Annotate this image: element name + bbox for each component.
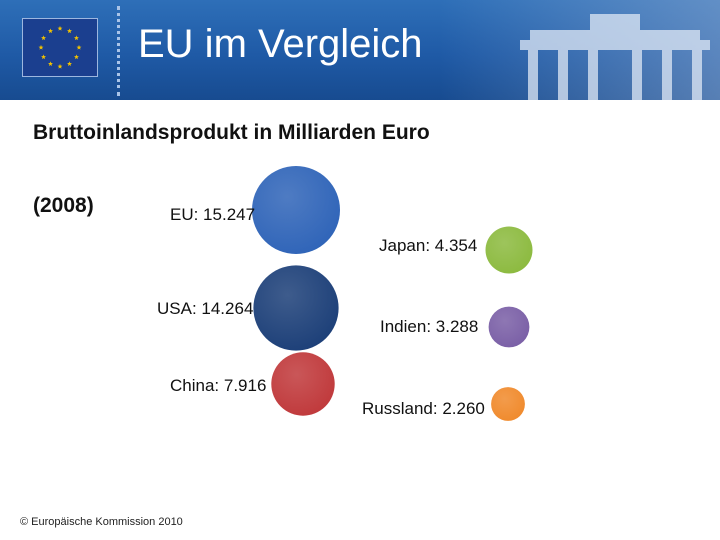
footer-copyright: © Europäische Kommission 2010 xyxy=(20,516,183,528)
header-separator xyxy=(117,6,120,96)
eu-flag-star xyxy=(48,28,53,34)
bubble-label-japan: Japan: 4.354 xyxy=(379,236,477,255)
eu-flag-star xyxy=(76,44,82,50)
eu-flag-star xyxy=(38,44,44,50)
bubble-label-eu: EU: 15.247 xyxy=(170,205,255,224)
eu-flag-star xyxy=(73,54,79,60)
bubble-label-indien: Indien: 3.288 xyxy=(380,317,478,336)
bubble-usa xyxy=(253,265,339,351)
bubble-russland xyxy=(491,387,525,421)
bubble-china xyxy=(271,352,335,416)
bubble-indien xyxy=(488,306,530,348)
eu-flag-star xyxy=(41,35,47,41)
chart-subtitle: (2008) xyxy=(33,194,94,217)
eu-flag-star xyxy=(57,63,63,69)
eu-flag-star xyxy=(57,25,63,31)
bubble-japan xyxy=(485,226,533,274)
eu-flag-star xyxy=(41,54,47,60)
slide-header: EU im Vergleich xyxy=(0,0,720,100)
brandenburg-gate-icon xyxy=(520,14,710,100)
bubble-eu xyxy=(252,166,340,254)
bubble-label-china: China: 7.916 xyxy=(170,376,266,395)
bubble-label-russland: Russland: 2.260 xyxy=(362,399,485,418)
eu-flag-star xyxy=(48,61,53,67)
chart-title: Bruttoinlandsprodukt in Milliarden Euro xyxy=(33,121,430,144)
bubble-label-usa: USA: 14.264 xyxy=(157,299,253,318)
eu-flag-icon xyxy=(22,18,98,77)
eu-flag-star xyxy=(67,61,72,67)
eu-flag-star xyxy=(67,28,72,34)
eu-flag-star xyxy=(73,35,79,41)
page-title: EU im Vergleich xyxy=(138,22,423,66)
